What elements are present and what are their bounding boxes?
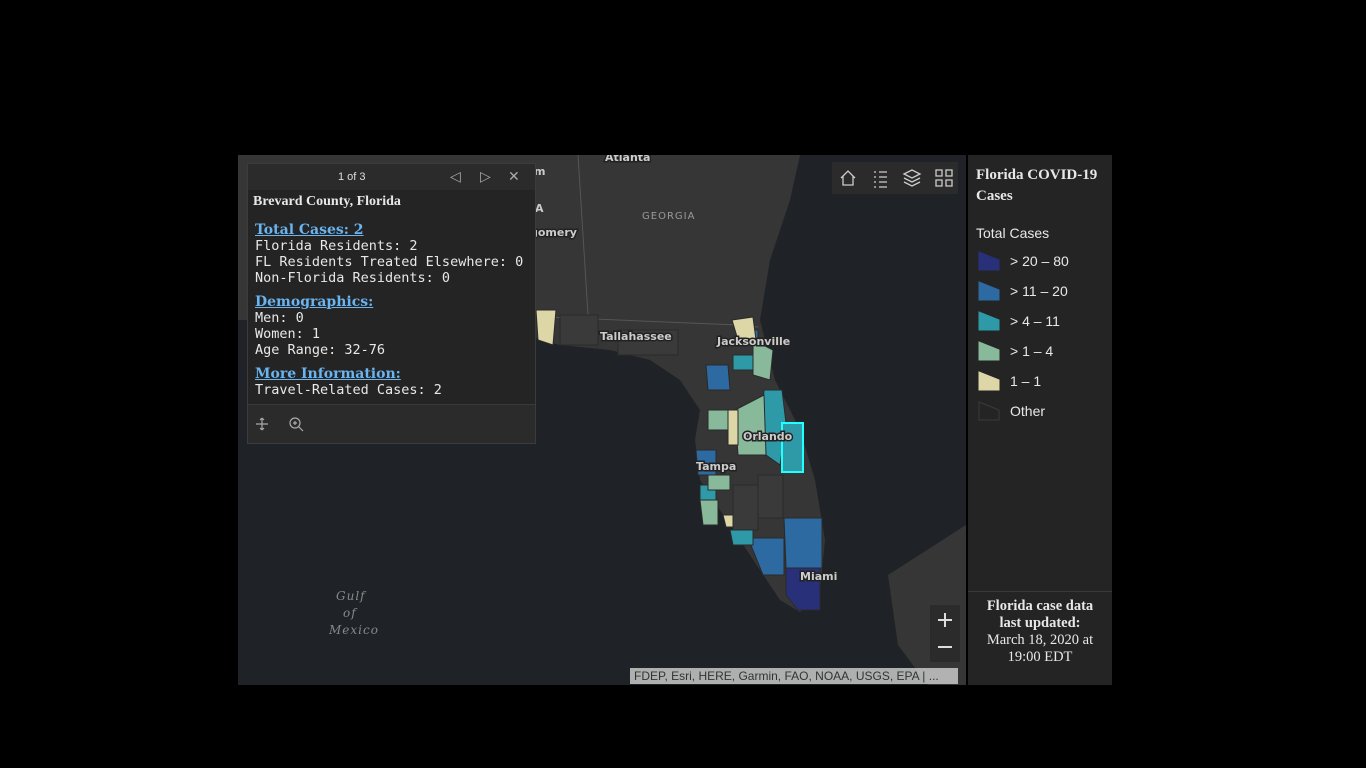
update-line: 19:00 EDT: [1007, 649, 1073, 665]
county: [752, 339, 774, 381]
county: [732, 484, 759, 531]
legend-item: 1 – 1: [978, 370, 1041, 392]
legend-panel: Florida COVID-19 Cases Total Cases > 20 …: [968, 155, 1112, 685]
map-label: Tallahassee: [600, 330, 672, 343]
map-label: GEORGIA: [642, 211, 695, 222]
previous-button[interactable]: ◁: [450, 168, 461, 184]
popup-line: Non-Florida Residents: 0: [255, 270, 451, 286]
popup-line: Age Range: 32-76: [255, 342, 386, 358]
popup-pager: 1 of 3: [338, 171, 366, 183]
section-heading[interactable]: Demographics:: [255, 294, 374, 310]
legend-label: Other: [1010, 403, 1046, 419]
attribution: FDEP, Esri, HERE, Garmin, FAO, NOAA, USG…: [630, 668, 958, 684]
map-label: gomery: [530, 226, 577, 239]
update-note: Florida case data last updated: March 18, …: [968, 591, 1112, 666]
legend-swatch: [978, 311, 1000, 331]
legend-item: > 20 – 80: [978, 250, 1069, 272]
legend-item: > 4 – 11: [978, 310, 1060, 332]
swatch-shape: [978, 371, 1000, 391]
zoom-in[interactable]: [938, 613, 952, 627]
map-label: Gulf: [336, 589, 367, 603]
legend-label: 1 – 1: [1010, 373, 1042, 389]
selected-county: [781, 422, 804, 473]
popup-line: Women: 1: [255, 326, 321, 342]
county: [783, 517, 823, 569]
popup-line: Men: 0: [255, 310, 304, 326]
county: [747, 537, 785, 576]
legend-swatch: [978, 401, 1000, 421]
county: [757, 474, 784, 519]
next-button[interactable]: ▷: [480, 168, 491, 184]
legend-field: Total Cases: [976, 225, 1050, 241]
section-heading[interactable]: More Information:: [255, 366, 401, 382]
county: [732, 354, 754, 371]
map-label: of: [343, 606, 358, 620]
layers-button[interactable]: [902, 169, 922, 187]
update-line: Florida case data: [986, 598, 1094, 614]
county: [705, 364, 731, 391]
popup-actions: [248, 404, 535, 443]
county: [727, 409, 739, 446]
legend-swatch: [978, 251, 1000, 271]
state-border: [577, 155, 589, 316]
swatch-shape: [978, 311, 1000, 331]
swatch-shape: [978, 401, 1000, 421]
popup-body: Total Cases: 2 Florida Residents: 2 FL Res…: [248, 222, 535, 398]
zoom-controls: [930, 605, 960, 662]
popup-line: Travel-Related Cases: 2: [255, 382, 442, 398]
county: [707, 409, 729, 431]
legend-label: > 11 – 20: [1010, 283, 1068, 299]
county: [535, 309, 557, 346]
legend-item: > 1 – 4: [978, 340, 1053, 362]
update-line: March 18, 2020 at: [986, 632, 1094, 648]
zoom-icons: [938, 613, 952, 648]
swatch-shape: [978, 281, 1000, 301]
map-label: A: [535, 202, 544, 215]
county: [729, 529, 754, 546]
map-label: Tampa: [696, 460, 736, 473]
zoom-to-button[interactable]: [289, 417, 301, 429]
popup: 1 of 3 ◁ ▷ ✕ Brevard County, Florida Tot…: [247, 163, 536, 444]
counties: [535, 309, 823, 611]
map-label: Jacksonville: [716, 335, 790, 348]
toolbar: [832, 162, 958, 194]
map-label: Mexico: [328, 623, 379, 637]
swatch-shape: [978, 251, 1000, 271]
county: [699, 499, 719, 526]
legend-swatch: [978, 341, 1000, 361]
county: [617, 329, 679, 356]
pan-button[interactable]: [256, 417, 268, 431]
toolbar-icons: [840, 169, 953, 188]
legend-label: > 1 – 4: [1010, 343, 1054, 359]
swatch-shape: [978, 341, 1000, 361]
map-label: Atlanta: [605, 155, 650, 164]
legend-item: Other: [978, 400, 1045, 422]
legend-swatch: [978, 371, 1000, 391]
map-label: m: [534, 165, 545, 178]
popup-title: Brevard County, Florida: [253, 194, 401, 209]
home-button[interactable]: [840, 170, 856, 186]
legend-title: Florida COVID-19 Cases: [976, 167, 1098, 204]
map-label: Miami: [800, 570, 837, 583]
legend-label: > 4 – 11: [1010, 313, 1060, 329]
section-heading[interactable]: Total Cases: 2: [255, 222, 364, 238]
map-label: Orlando: [743, 430, 793, 443]
popup-header: 1 of 3 ◁ ▷ ✕: [248, 164, 535, 190]
legend-swatch: [978, 281, 1000, 301]
county: [731, 316, 757, 341]
update-line: last updated:: [999, 615, 1081, 631]
county: [559, 314, 599, 346]
legend-label: > 20 – 80: [1010, 253, 1069, 269]
popup-line: Florida Residents: 2: [255, 238, 418, 254]
legend-item: > 11 – 20: [978, 280, 1068, 302]
county: [707, 474, 731, 491]
close-button[interactable]: ✕: [508, 168, 520, 184]
basemap-button[interactable]: [935, 169, 953, 187]
legend-button[interactable]: [874, 171, 887, 188]
popup-line: FL Residents Treated Elsewhere: 0: [255, 254, 524, 270]
popup-action-icons: [256, 417, 304, 432]
